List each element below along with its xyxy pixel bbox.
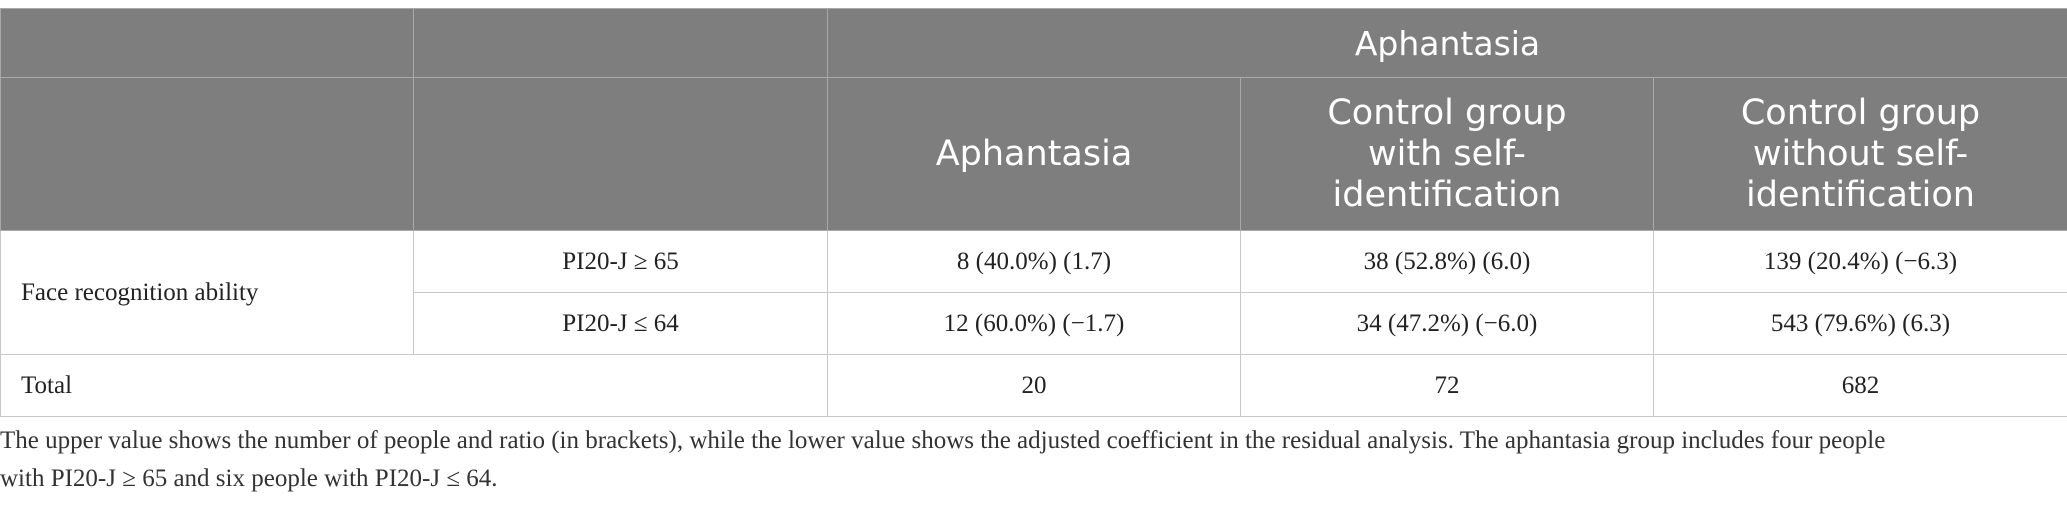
header-row-columns: Aphantasia Control group with self-ident… — [0, 77, 2067, 231]
table-cell: 34 (47.2%) (−6.0) — [1240, 292, 1654, 355]
table-footnote: The upper value shows the number of peop… — [0, 422, 2067, 498]
table-cell: 543 (79.6%) (6.3) — [1653, 292, 2067, 355]
group-header-aphantasia: Aphantasia — [827, 8, 2067, 78]
table-cell: 8 (40.0%) (1.7) — [827, 230, 1241, 293]
table-cell: 682 — [1653, 354, 2067, 417]
table-cell: 38 (52.8%) (6.0) — [1240, 230, 1654, 293]
row-sub-label: PI20-J ≥ 65 — [413, 230, 828, 293]
column-header-label: Control group with self-identification — [1327, 92, 1567, 215]
header-empty-cell — [413, 77, 828, 231]
table-cell: 12 (60.0%) (−1.7) — [827, 292, 1241, 355]
results-table: Aphantasia Aphantasia Control group with… — [0, 8, 2067, 417]
table-row: Face recognition ability PI20-J ≥ 65 8 (… — [0, 230, 2067, 355]
header-empty-cell — [0, 8, 414, 78]
table-container: Aphantasia Aphantasia Control group with… — [0, 8, 2067, 417]
total-label: Total — [0, 354, 828, 417]
column-header-control-without-self-identification: Control group without self-identificatio… — [1653, 77, 2067, 231]
column-header-label: Aphantasia — [935, 133, 1133, 174]
column-header-label: Control group without self-identificatio… — [1740, 92, 1981, 215]
column-header-control-with-self-identification: Control group with self-identification — [1240, 77, 1654, 231]
footnote-line: with PI20-J ≥ 65 and six people with PI2… — [0, 465, 498, 492]
header-row-group: Aphantasia — [0, 8, 2067, 78]
table-cell: 72 — [1240, 354, 1654, 417]
column-header-aphantasia: Aphantasia — [827, 77, 1241, 231]
header-empty-cell — [0, 77, 414, 231]
table-row-total: Total 20 72 682 — [0, 354, 2067, 417]
table-cell: 139 (20.4%) (−6.3) — [1653, 230, 2067, 293]
row-sub-label: PI20-J ≤ 64 — [413, 292, 828, 355]
row-category-label: Face recognition ability — [0, 230, 414, 355]
header-empty-cell — [413, 8, 828, 78]
footnote-line: The upper value shows the number of peop… — [0, 427, 1886, 454]
table-cell: 20 — [827, 354, 1241, 417]
